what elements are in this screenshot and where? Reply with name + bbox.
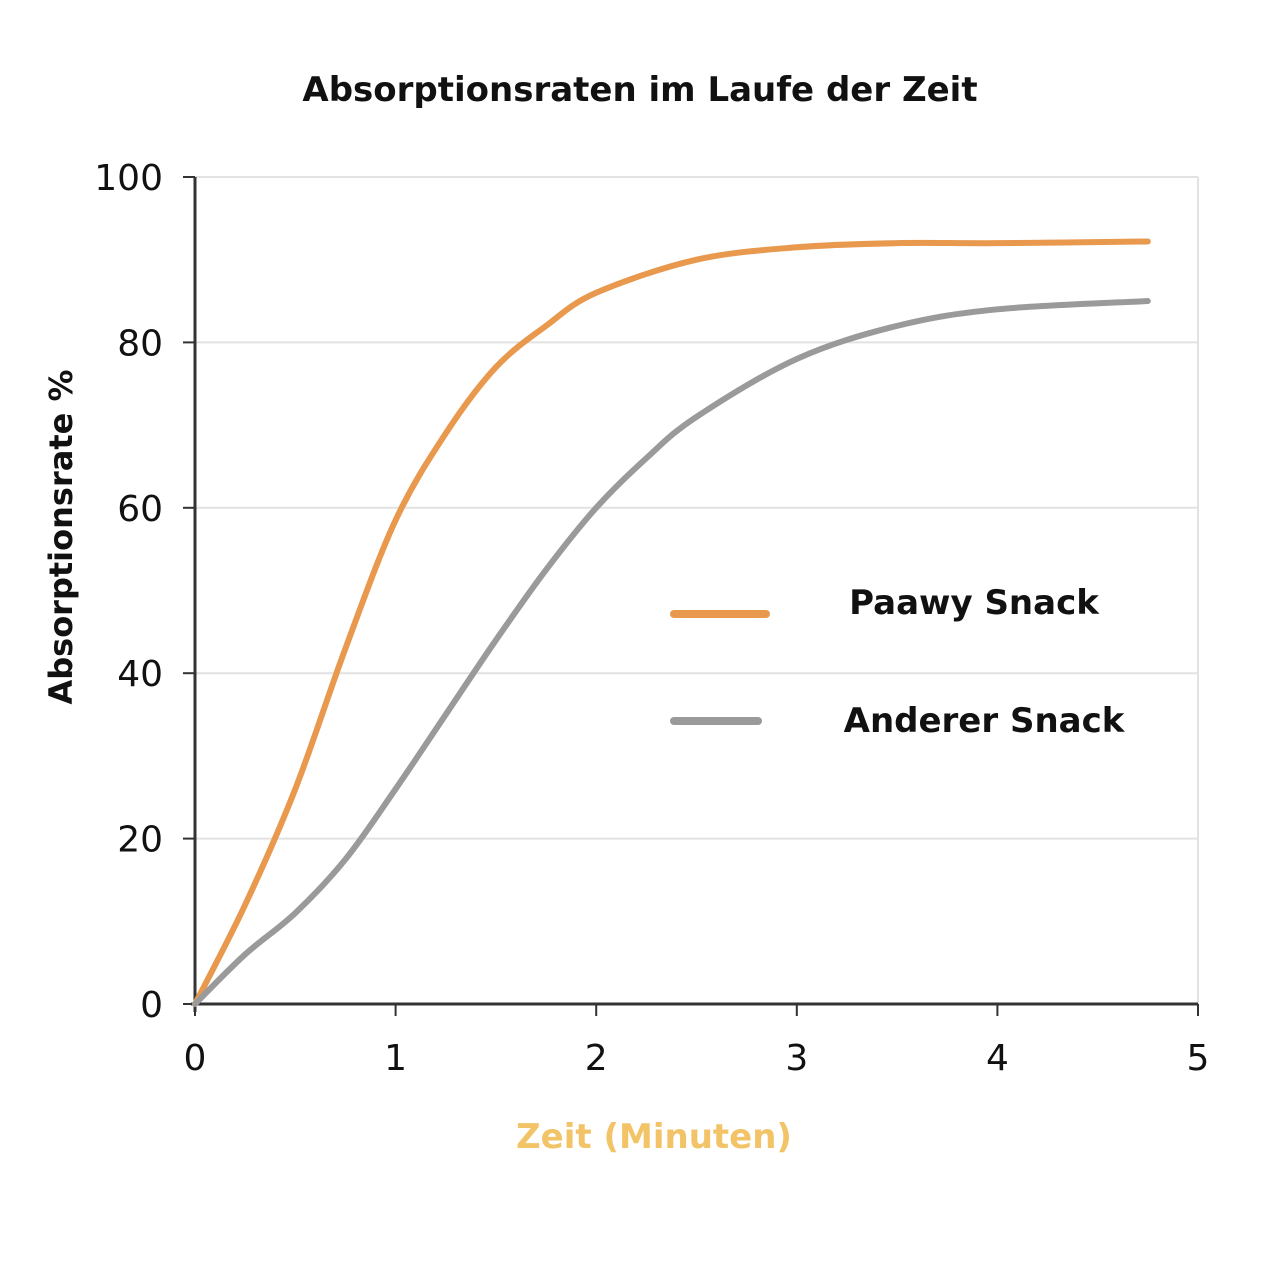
legend-label-paawy: Paawy Snack	[849, 583, 1100, 623]
y-axis-label: Absorptionsrate %	[42, 369, 80, 704]
x-tick-label: 4	[986, 1038, 1009, 1079]
x-tick-label: 2	[585, 1038, 608, 1079]
series-line-paawy	[192, 238, 1151, 1007]
x-axis-label: Zeit (Minuten)	[516, 1117, 792, 1157]
legend: Paawy Snack Anderer Snack	[670, 583, 1126, 741]
y-tick-label: 80	[117, 323, 163, 364]
x-tick-label: 5	[1187, 1038, 1210, 1079]
legend-label-anderer: Anderer Snack	[844, 701, 1126, 741]
series-line-anderer	[192, 298, 1151, 1007]
x-tick-label: 1	[384, 1038, 407, 1079]
x-tick-label: 3	[785, 1038, 808, 1079]
y-tick-label: 60	[117, 489, 163, 530]
y-tick-label: 100	[94, 158, 163, 199]
y-tick-label: 0	[140, 985, 163, 1026]
x-tick-label: 0	[184, 1038, 207, 1079]
chart-title: Absorptionsraten im Laufe der Zeit	[302, 70, 977, 110]
y-tick-label: 40	[117, 654, 163, 695]
y-tick-label: 20	[117, 820, 163, 861]
